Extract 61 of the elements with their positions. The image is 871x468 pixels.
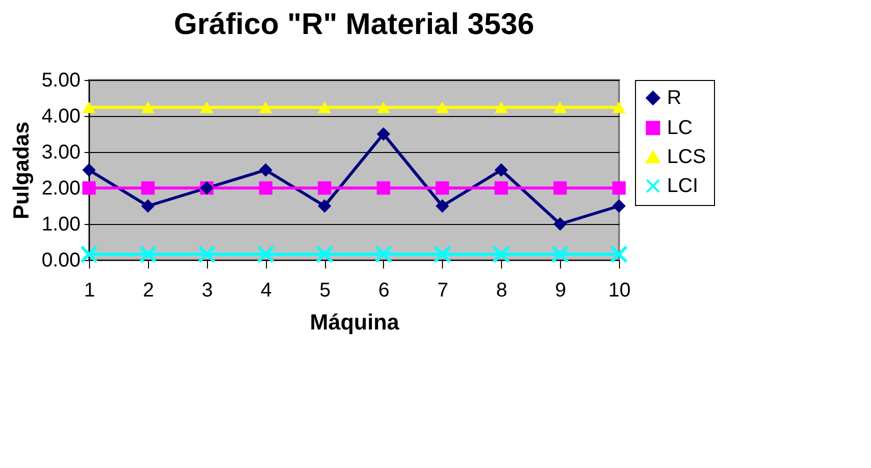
x-axis-title: Máquina xyxy=(310,310,400,334)
point xyxy=(82,102,96,114)
x-tick-label: 8 xyxy=(496,280,508,302)
point xyxy=(258,102,272,114)
x-tick-label: 9 xyxy=(555,280,566,302)
x-tick-label: 10 xyxy=(608,280,631,302)
x-tick-label: 3 xyxy=(202,280,213,302)
point xyxy=(494,181,508,195)
point xyxy=(553,217,567,231)
point xyxy=(258,181,272,195)
point xyxy=(256,245,275,264)
point xyxy=(551,245,570,264)
point xyxy=(376,181,390,195)
point xyxy=(553,102,567,114)
x-tick-label: 2 xyxy=(142,280,154,302)
y-tick-label: 2.00 xyxy=(42,178,80,200)
point xyxy=(138,245,157,264)
y-tick-label: 3.00 xyxy=(42,142,80,164)
point xyxy=(318,199,332,213)
legend-label: LC xyxy=(667,117,693,139)
point xyxy=(612,199,626,213)
legend-label: LCS xyxy=(667,146,706,168)
point xyxy=(82,163,96,177)
point xyxy=(436,181,450,195)
point xyxy=(80,245,98,264)
x-tick-label: 1 xyxy=(84,280,96,302)
point xyxy=(318,181,332,195)
chart-title: Gráfico "R" Material 3536 xyxy=(174,8,534,41)
y-tick-label: 4.00 xyxy=(42,106,80,128)
legend-label: LCI xyxy=(667,175,698,197)
x-tick-label: 5 xyxy=(319,280,331,302)
point xyxy=(436,102,450,114)
point xyxy=(376,127,390,141)
x-tick-label: 6 xyxy=(378,280,390,302)
y-tick-label: 0.00 xyxy=(42,250,80,272)
point xyxy=(494,102,508,114)
point xyxy=(553,181,567,195)
point xyxy=(82,181,96,195)
point xyxy=(433,245,452,264)
point xyxy=(612,102,626,114)
x-tick-label: 7 xyxy=(437,280,448,302)
point xyxy=(141,181,155,195)
y-axis-title: Pulgadas xyxy=(8,122,34,220)
point xyxy=(200,102,214,114)
point xyxy=(316,245,334,264)
y-tick-label: 5.00 xyxy=(42,70,80,92)
point xyxy=(141,102,155,114)
legend-label: R xyxy=(667,87,682,109)
point xyxy=(494,163,508,177)
y-tick-label: 1.00 xyxy=(42,214,80,236)
point xyxy=(376,102,390,114)
point xyxy=(141,199,155,213)
point xyxy=(610,245,628,264)
point xyxy=(258,163,272,177)
point xyxy=(318,102,332,114)
point xyxy=(612,181,626,195)
point xyxy=(492,245,510,264)
point xyxy=(436,199,450,213)
x-tick-label: 4 xyxy=(260,280,272,302)
point xyxy=(374,245,392,264)
point xyxy=(198,245,216,264)
